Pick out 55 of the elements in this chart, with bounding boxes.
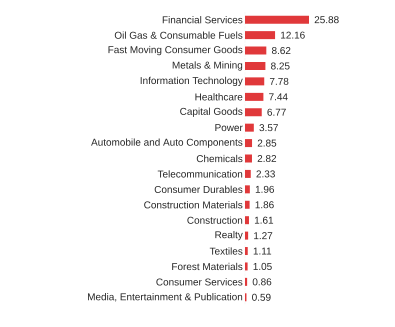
y-tick-label: Chemicals	[196, 154, 242, 162]
bar	[245, 216, 249, 224]
y-tick-label: Realty	[215, 230, 243, 240]
bar	[245, 77, 264, 86]
data-label: 1.96	[256, 186, 274, 193]
y-tick-label: Capital Goods	[180, 108, 242, 117]
y-tick-label: Consumer Services	[156, 278, 242, 286]
data-label: 1.27	[254, 232, 272, 240]
bar	[245, 108, 262, 116]
bar	[245, 170, 251, 178]
y-tick-label: Information Technology	[140, 76, 243, 86]
data-label: 0.59	[252, 294, 271, 301]
data-label: 0.86	[252, 278, 272, 286]
y-tick-label: Oil Gas & Consumable Fuels	[114, 31, 242, 39]
bar	[245, 124, 254, 132]
data-label: 8.62	[272, 47, 290, 54]
data-label: 1.11	[254, 248, 272, 254]
data-label: 12.16	[281, 32, 305, 39]
data-label: 1.86	[256, 201, 274, 208]
data-label: 1.05	[254, 262, 272, 270]
bar	[245, 46, 266, 55]
y-tick-label: Textiles	[210, 247, 242, 255]
data-label: 25.88	[314, 16, 339, 24]
bar	[245, 262, 248, 270]
y-tick-label: Automobile and Auto Components	[91, 138, 242, 148]
y-tick-label: Financial Services	[162, 16, 242, 24]
bar	[245, 31, 276, 40]
bar	[245, 62, 266, 70]
y-tick-label: Metals & Mining	[172, 61, 242, 71]
bar	[245, 247, 248, 256]
y-tick-label: Construction	[187, 216, 242, 224]
bar	[245, 232, 248, 240]
data-label: 7.78	[270, 78, 288, 85]
data-label: 1.61	[254, 216, 274, 224]
bar	[245, 185, 250, 194]
y-tick-label: Forest Materials	[172, 262, 242, 270]
y-tick-label: Telecommunication	[158, 170, 242, 178]
data-label: 2.33	[256, 170, 275, 178]
bar	[245, 16, 309, 24]
data-label: 3.57	[259, 124, 278, 132]
bar	[245, 154, 252, 163]
y-tick-label: Fast Moving Consumer Goods	[108, 46, 242, 56]
data-label: 8.25	[271, 62, 290, 70]
data-label: 7.44	[269, 93, 288, 100]
bar	[245, 200, 250, 209]
y-tick-label: Construction Materials	[144, 201, 242, 208]
data-label: 6.77	[267, 108, 286, 116]
y-tick-label: Power	[215, 124, 243, 132]
y-tick-label: Media, Entertainment & Publication	[88, 293, 242, 302]
y-tick-label: Consumer Durables	[154, 186, 242, 193]
bar	[245, 139, 252, 148]
data-label: 2.85	[258, 140, 276, 147]
data-label: 2.82	[258, 154, 276, 162]
y-tick-label: Healthcare	[195, 93, 242, 100]
bar	[245, 92, 264, 101]
